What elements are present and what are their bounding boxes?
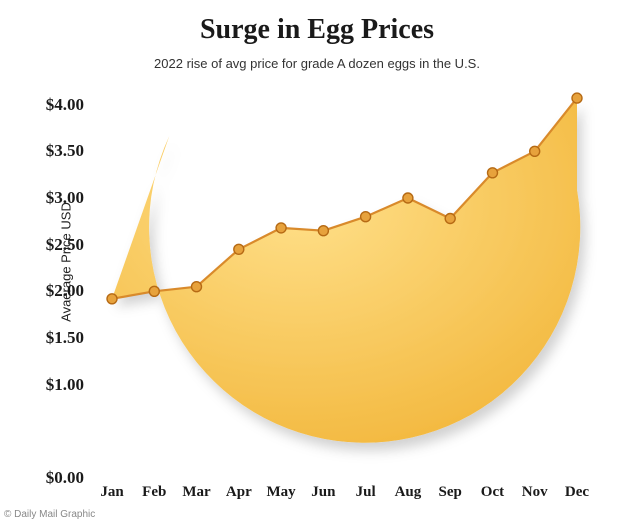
data-point bbox=[276, 223, 286, 233]
data-point bbox=[445, 214, 455, 224]
data-point bbox=[192, 282, 202, 292]
x-tick-label: Mar bbox=[182, 484, 210, 501]
x-tick-label: Jun bbox=[311, 484, 335, 501]
chart-svg bbox=[92, 86, 597, 478]
x-tick-label: Oct bbox=[481, 484, 504, 501]
x-tick-label: Nov bbox=[522, 484, 548, 501]
x-tick-label: Sep bbox=[439, 484, 462, 501]
data-point bbox=[572, 93, 582, 103]
y-tick-label: $1.00 bbox=[46, 375, 84, 395]
y-tick-label: $0.00 bbox=[46, 468, 84, 488]
y-axis-label: Avaerage Price USD bbox=[58, 202, 73, 322]
data-point bbox=[318, 226, 328, 236]
y-tick-label: $3.50 bbox=[46, 141, 84, 161]
data-point bbox=[234, 244, 244, 254]
x-tick-label: Feb bbox=[142, 484, 166, 501]
x-tick-label: Apr bbox=[226, 484, 252, 501]
x-tick-label: May bbox=[266, 484, 295, 501]
data-point bbox=[530, 146, 540, 156]
data-point bbox=[149, 286, 159, 296]
x-tick-label: Aug bbox=[395, 484, 422, 501]
data-point bbox=[403, 193, 413, 203]
chart-title: Surge in Egg Prices bbox=[0, 14, 634, 46]
egg-fill bbox=[112, 98, 580, 443]
plot-area: $0.00$1.00$1.50$2.00$2.50$3.00$3.50$4.00… bbox=[92, 86, 597, 478]
y-tick-label: $3.00 bbox=[46, 188, 84, 208]
data-point bbox=[361, 212, 371, 222]
y-tick-label: $2.00 bbox=[46, 281, 84, 301]
y-tick-label: $1.50 bbox=[46, 328, 84, 348]
chart-root: Surge in Egg Prices 2022 rise of avg pri… bbox=[0, 0, 634, 524]
data-point bbox=[488, 168, 498, 178]
data-point bbox=[107, 294, 117, 304]
x-tick-label: Jul bbox=[356, 484, 376, 501]
x-tick-label: Jan bbox=[100, 484, 123, 501]
chart-subtitle: 2022 rise of avg price for grade A dozen… bbox=[0, 56, 634, 71]
x-tick-label: Dec bbox=[565, 484, 589, 501]
y-tick-label: $2.50 bbox=[46, 235, 84, 255]
credit-line: © Daily Mail Graphic bbox=[4, 509, 95, 520]
y-tick-label: $4.00 bbox=[46, 95, 84, 115]
